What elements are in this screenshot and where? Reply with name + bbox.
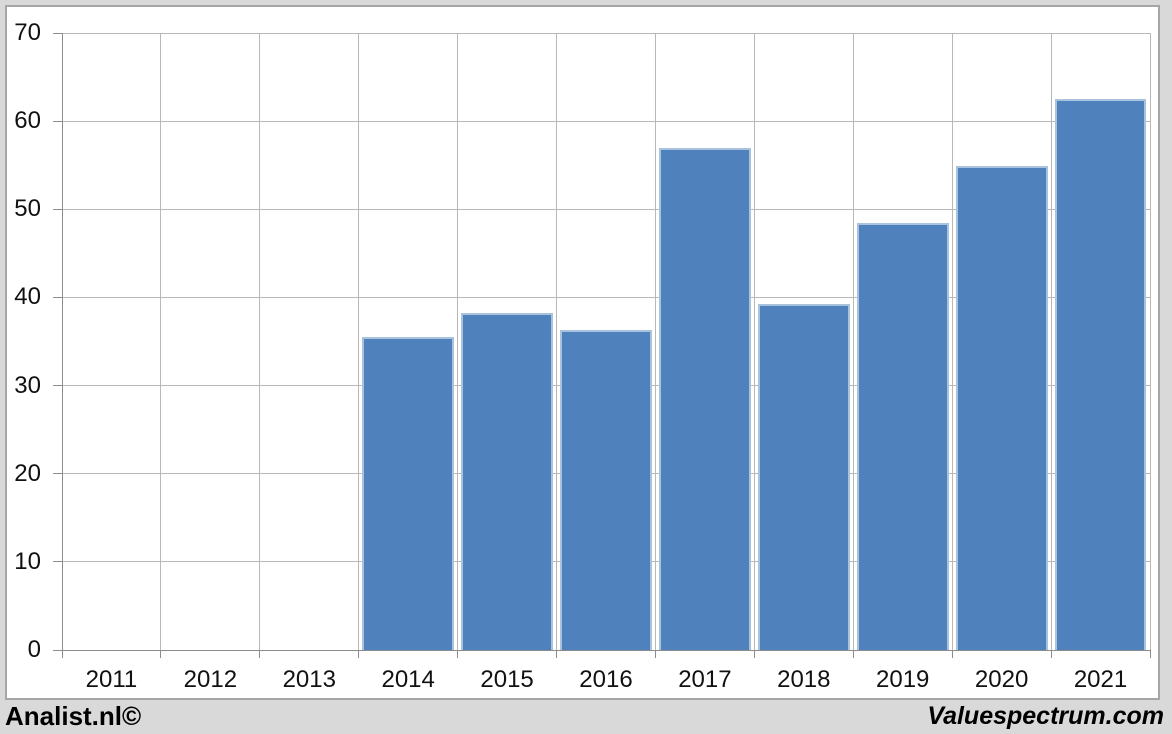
x-gridline: [160, 33, 162, 650]
x-axis-label: 2011: [85, 666, 138, 693]
x-gridline: [259, 33, 261, 650]
bar-2016: [560, 330, 652, 650]
x-axis-label: 2013: [282, 666, 336, 693]
y-axis-label: 10: [14, 547, 41, 575]
x-tick: [654, 650, 656, 658]
x-tick: [556, 650, 558, 658]
y-axis-label: 30: [14, 371, 41, 399]
x-tick: [457, 650, 459, 658]
y-axis-label: 40: [14, 283, 41, 311]
x-axis-label: 2017: [678, 666, 732, 693]
x-gridline: [457, 33, 459, 650]
x-gridline: [951, 33, 953, 650]
x-axis-label: 2018: [777, 666, 831, 693]
x-tick: [951, 650, 953, 658]
y-axis-label: 0: [27, 636, 41, 663]
bar-2017: [658, 148, 751, 650]
x-tick: [358, 650, 360, 658]
plot-area: 0 10 20 30 40 50 60 70 2011 2012 2013 2014 2015 2016 2…: [14, 19, 1151, 693]
x-axis-label: 2016: [579, 666, 633, 693]
y-tick: [53, 561, 62, 563]
x-tick: [61, 650, 63, 658]
y-tick: [53, 208, 62, 210]
y-axis-label: 60: [14, 107, 41, 135]
y-tick: [53, 296, 62, 298]
x-gridline: [852, 33, 854, 650]
y-tick: [53, 649, 62, 651]
bar-2021: [1054, 99, 1147, 650]
x-gridline: [556, 33, 558, 650]
x-gridline: [654, 33, 656, 650]
y-tick: [53, 32, 62, 34]
x-tick: [1149, 650, 1151, 658]
x-axis-label: 2014: [381, 666, 435, 693]
x-tick: [259, 650, 261, 658]
footer: Analist.nl© Valuespectrum.com: [0, 700, 1172, 734]
y-tick: [53, 385, 62, 387]
x-tick: [160, 650, 162, 658]
x-gridline: [1149, 33, 1151, 650]
x-axis-label: 2020: [974, 666, 1029, 693]
y-axis-line: [61, 33, 63, 650]
x-axis-line: [62, 649, 1150, 651]
y-tick: [53, 473, 62, 475]
y-axis-label: 20: [14, 459, 41, 487]
bar-2015: [461, 313, 554, 650]
y-gridline: [62, 296, 1150, 298]
x-tick: [1050, 650, 1052, 658]
x-axis-label: 2019: [876, 666, 930, 693]
x-axis-label: 2012: [183, 666, 238, 693]
bar-2020: [955, 166, 1048, 650]
bar-2019: [856, 222, 949, 650]
y-gridline: [62, 32, 1150, 34]
x-axis-label: 2021: [1073, 666, 1128, 693]
y-axis-label: 70: [14, 19, 41, 46]
x-gridline: [358, 33, 360, 650]
footer-right-brand: Valuespectrum.com: [927, 701, 1164, 730]
x-tick: [753, 650, 755, 658]
bar-2018: [757, 304, 850, 650]
x-gridline: [753, 33, 755, 650]
x-gridline: [1050, 33, 1052, 650]
bar-2014: [362, 337, 455, 650]
y-tick: [53, 120, 62, 122]
y-gridline: [62, 120, 1150, 122]
y-gridline: [62, 208, 1150, 210]
y-axis-label: 50: [14, 195, 41, 223]
x-tick: [852, 650, 854, 658]
x-axis-label: 2015: [480, 666, 534, 693]
footer-left-brand: Analist.nl©: [5, 700, 142, 731]
